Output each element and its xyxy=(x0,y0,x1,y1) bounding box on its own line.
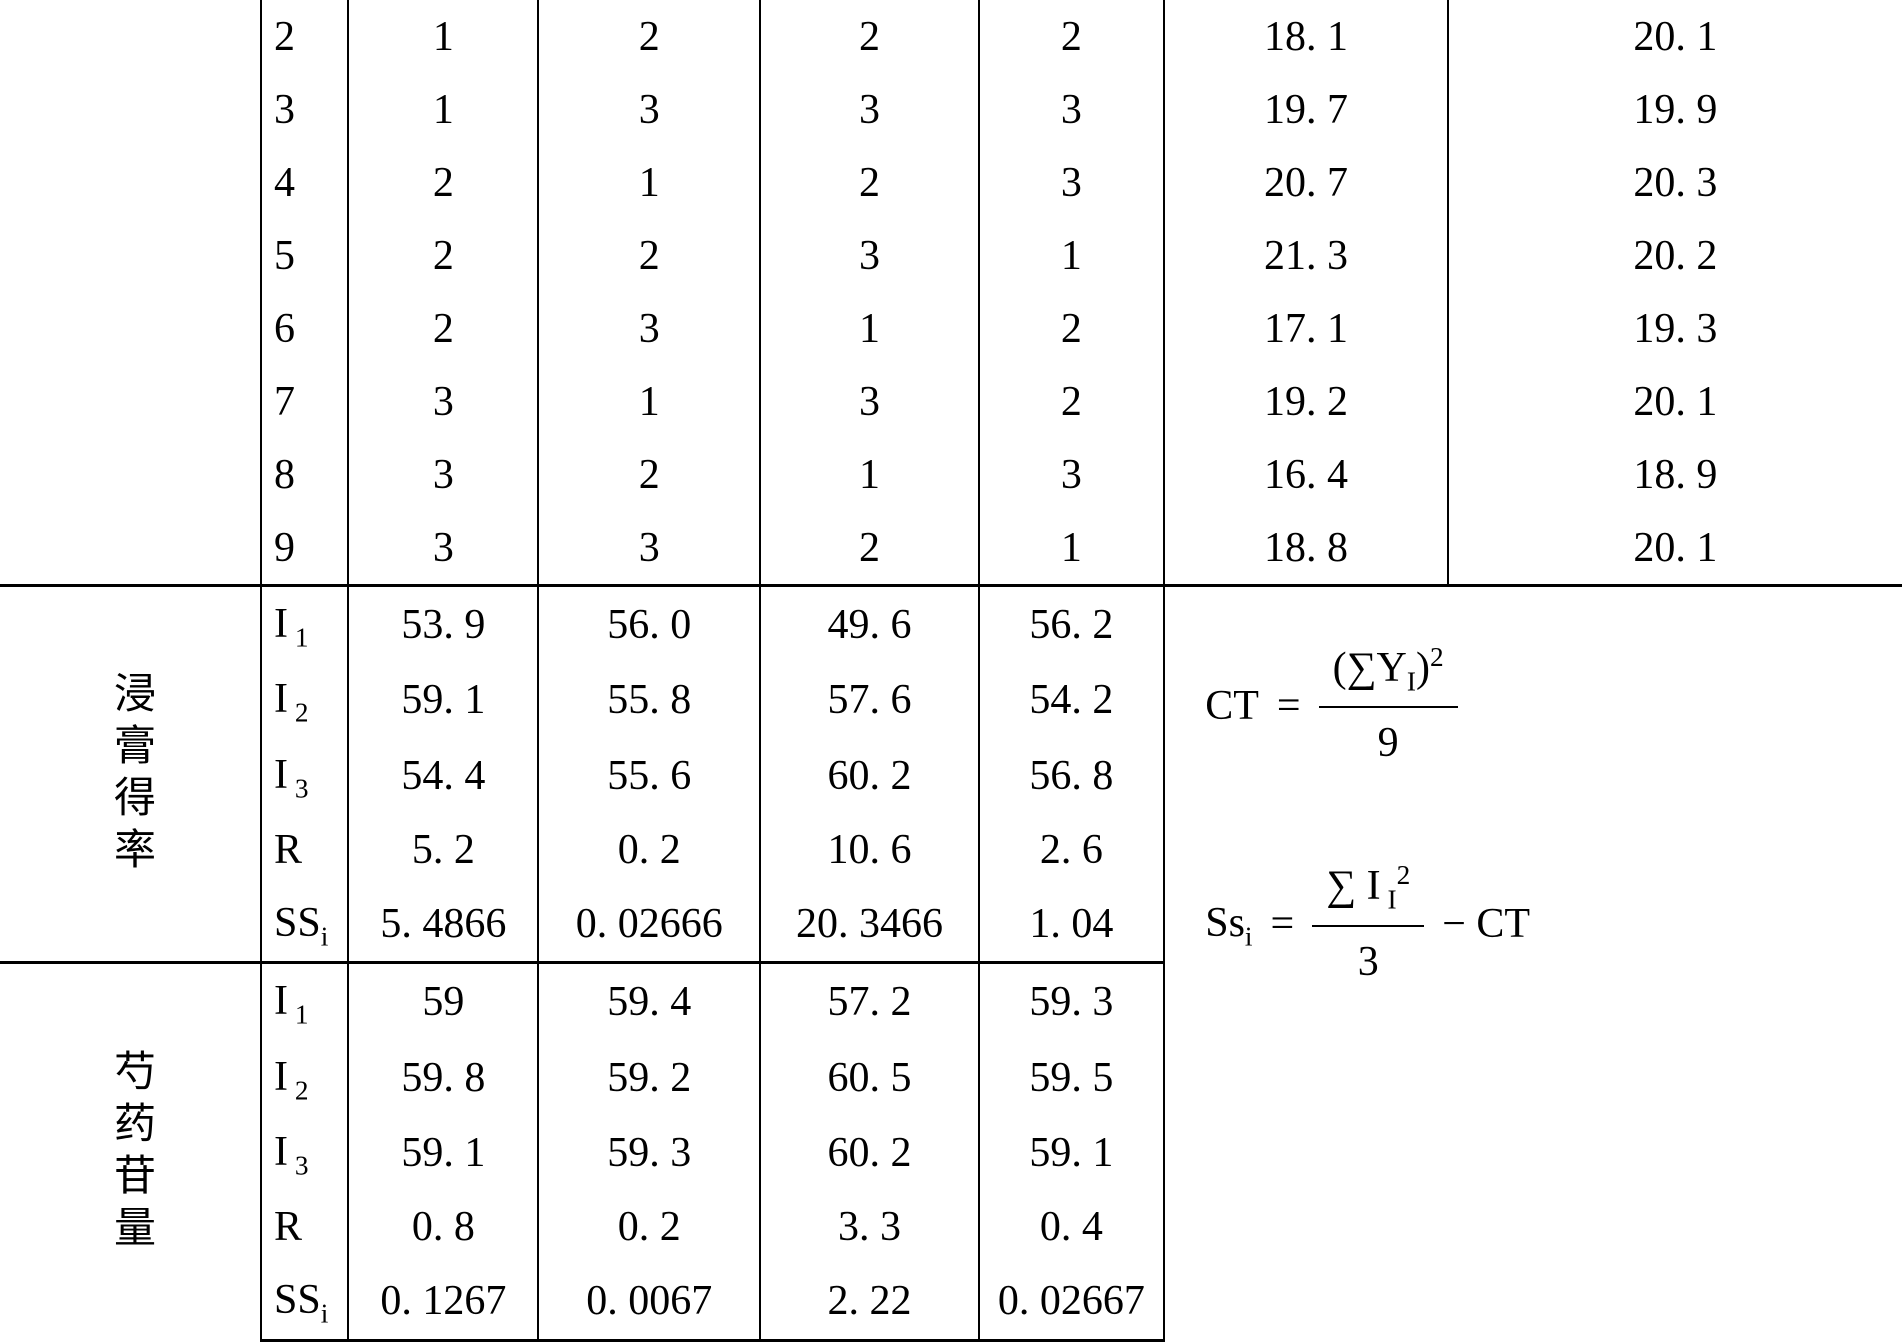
table-row: 7313219. 220. 1 xyxy=(0,365,1902,438)
formula-ct: CT= (∑YI)2 9 xyxy=(1205,637,1902,775)
stat-label: I 1 xyxy=(261,963,348,1040)
formula-ssi: Ssi= ∑ I I2 3 − CT xyxy=(1205,855,1902,993)
trial-number: 9 xyxy=(261,511,348,586)
stat-label: R xyxy=(261,813,348,886)
stat-label: I 2 xyxy=(261,662,348,737)
trial-number: 4 xyxy=(261,146,348,219)
table-row: 4212320. 720. 3 xyxy=(0,146,1902,219)
stat-label: R xyxy=(261,1190,348,1263)
table-row: 8321316. 418. 9 xyxy=(0,438,1902,511)
stat-label: SSi xyxy=(261,886,348,963)
trial-number: 5 xyxy=(261,219,348,292)
stat-label: I 2 xyxy=(261,1040,348,1115)
formula-block: CT= (∑YI)2 9 Ssi= ∑ I I2 3 − CT xyxy=(1164,586,1902,1341)
trial-number: 7 xyxy=(261,365,348,438)
trial-number: 2 xyxy=(261,0,348,73)
table-row: 5223121. 320. 2 xyxy=(0,219,1902,292)
stat-label: I 3 xyxy=(261,1115,348,1190)
stat-label: I 1 xyxy=(261,586,348,663)
orthogonal-design-table: 2122218. 120. 13133319. 719. 94212320. 7… xyxy=(0,0,1902,1342)
trial-number: 3 xyxy=(261,73,348,146)
table-row: 9332118. 820. 1 xyxy=(0,511,1902,586)
section-title: 浸膏得率 xyxy=(0,586,261,963)
table-row: 3133319. 719. 9 xyxy=(0,73,1902,146)
stat-label: SSi xyxy=(261,1263,348,1340)
trial-number: 6 xyxy=(261,292,348,365)
table-row: 6231217. 119. 3 xyxy=(0,292,1902,365)
trial-number: 8 xyxy=(261,438,348,511)
stat-label: I 3 xyxy=(261,738,348,813)
table-row: 2122218. 120. 1 xyxy=(0,0,1902,73)
section-title: 芍药苷量 xyxy=(0,963,261,1340)
data-table: 2122218. 120. 13133319. 719. 94212320. 7… xyxy=(0,0,1902,1342)
table-row: 浸膏得率I 153. 956. 049. 656. 2 CT= (∑YI)2 9… xyxy=(0,586,1902,663)
